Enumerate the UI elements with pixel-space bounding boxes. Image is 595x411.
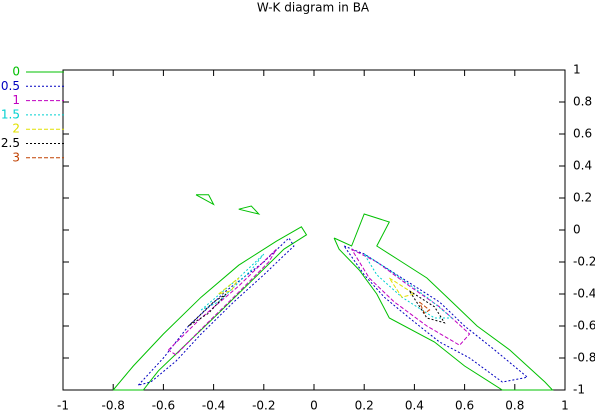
legend-label: 0 xyxy=(12,65,20,79)
x-tick-label: 0.6 xyxy=(455,399,474,411)
legend-label: 0.5 xyxy=(1,79,20,93)
contour-line xyxy=(218,277,416,298)
chart-title: W-K diagram in BA xyxy=(257,1,370,15)
legend-label: 2 xyxy=(12,122,20,136)
y-tick-label: 0.6 xyxy=(573,127,592,141)
contour-line xyxy=(137,237,529,386)
x-tick-label: -1 xyxy=(57,399,69,411)
x-tick-label: -0.2 xyxy=(252,399,275,411)
contour-line xyxy=(200,253,454,319)
x-tick-label: 0.8 xyxy=(505,399,524,411)
y-tick-label: 1 xyxy=(573,63,581,77)
y-tick-label: -0.8 xyxy=(573,351,595,365)
y-tick-label: 0.8 xyxy=(573,95,592,109)
contour-line xyxy=(188,290,446,327)
legend-label: 1 xyxy=(12,93,20,107)
x-tick-label: 0.4 xyxy=(405,399,424,411)
x-tick-label: -0.4 xyxy=(202,399,225,411)
y-tick-label: -1 xyxy=(573,383,585,397)
x-tick-label: 1 xyxy=(561,399,569,411)
contour-line xyxy=(418,301,431,314)
y-tick-label: -0.2 xyxy=(573,255,595,269)
legend-label: 3 xyxy=(12,150,20,164)
y-tick-label: 0.4 xyxy=(573,159,592,173)
contour-line xyxy=(112,194,554,391)
x-tick-label: 0.2 xyxy=(355,399,374,411)
y-tick-label: 0 xyxy=(573,223,581,237)
x-tick-label: -0.8 xyxy=(101,399,124,411)
legend-label: 1.5 xyxy=(1,107,20,121)
x-tick-label: -0.6 xyxy=(152,399,175,411)
legend-label: 2.5 xyxy=(1,136,20,150)
y-tick-label: 0.2 xyxy=(573,191,592,205)
y-tick-label: -0.6 xyxy=(573,319,595,333)
x-tick-label: 0 xyxy=(310,399,318,411)
contour-line xyxy=(168,248,471,356)
y-tick-label: -0.4 xyxy=(573,287,595,301)
plot-frame xyxy=(62,69,566,391)
